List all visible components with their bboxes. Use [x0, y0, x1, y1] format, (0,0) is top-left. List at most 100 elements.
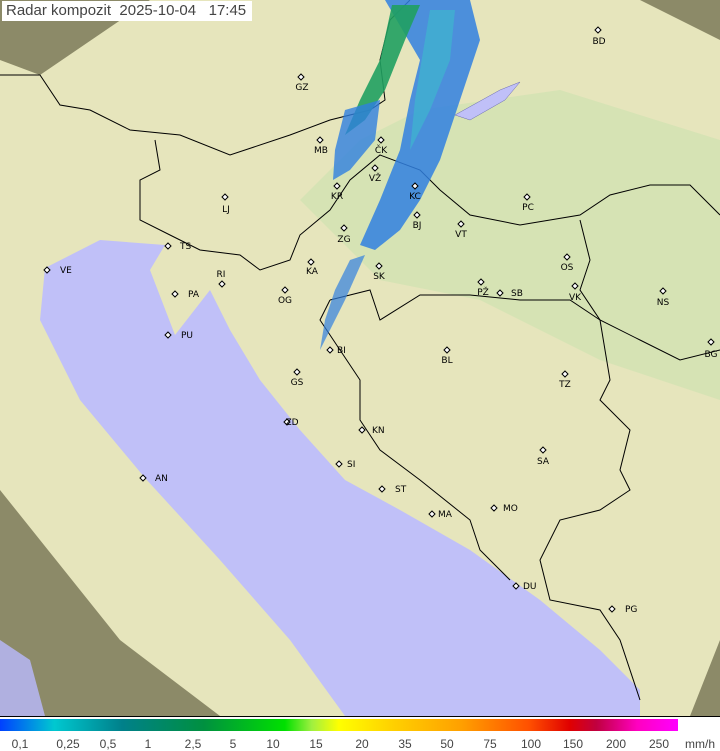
city-marker-icon [371, 164, 379, 172]
city-marker-icon [293, 368, 301, 376]
city-ri: RI [217, 270, 226, 288]
legend-label: 50 [440, 737, 454, 751]
city-bi: BI [326, 346, 346, 356]
city-ts: TS [164, 242, 191, 252]
city-marker-icon [171, 290, 179, 298]
legend-unit: mm/h [685, 737, 715, 751]
city-marker-icon [375, 262, 383, 270]
city-zd: ZD [283, 418, 299, 428]
city-label: KA [306, 267, 319, 277]
city-marker-icon [563, 253, 571, 261]
city-marker-icon [378, 485, 386, 493]
city-bj: BJ [413, 211, 421, 231]
city-marker-icon [218, 280, 226, 288]
city-marker-icon [659, 287, 667, 295]
legend-label: 250 [648, 737, 670, 751]
city-ns: NS [657, 287, 670, 308]
city-label: PU [181, 331, 193, 341]
legend-label: 0,5 [99, 737, 117, 751]
city-mo: MO [490, 504, 518, 514]
city-marker-icon [512, 582, 520, 590]
city-bl: BL [441, 346, 453, 366]
legend-label: 2,5 [184, 737, 202, 751]
city-pu: PU [164, 331, 193, 341]
city-label: OS [561, 263, 574, 273]
city-label: ST [395, 485, 407, 495]
city-pc: PC [522, 193, 534, 213]
city-marker-icon [411, 182, 419, 190]
city-bg: BG [705, 338, 718, 360]
city-marker-icon [281, 286, 289, 294]
city-marker-icon [707, 338, 715, 346]
city-si: SI [335, 460, 355, 470]
city-marker-icon [139, 474, 147, 482]
city-vt: VT [455, 220, 467, 240]
city-marker-icon [326, 346, 334, 354]
city-label: BL [441, 356, 452, 366]
balaton-lake [454, 81, 521, 121]
city-label: LJ [222, 205, 230, 215]
city-marker-icon [539, 446, 547, 454]
city-marker-icon [457, 220, 465, 228]
city-kr: KR [331, 182, 343, 202]
precipitation-legend-bar [0, 719, 678, 731]
city-label: ČK [375, 144, 388, 156]
city-sa: SA [537, 446, 550, 467]
city-label: MB [314, 146, 328, 156]
city-marker-icon [561, 370, 569, 378]
city-label: VT [455, 230, 467, 240]
city-label: SK [373, 272, 386, 282]
city-label: GZ [295, 83, 308, 93]
city-label: NS [657, 298, 670, 308]
legend-label: 20 [355, 737, 369, 751]
city-marker-icon [43, 266, 51, 274]
city-ve: VE [43, 266, 72, 276]
city-label: KC [409, 192, 421, 202]
city-label: PŽ [477, 286, 489, 298]
city-label: TS [179, 242, 191, 252]
city-marker-icon [490, 504, 498, 512]
map-title: Radar kompozit 2025-10-04 17:45 [2, 1, 253, 21]
legend-label: 150 [562, 737, 584, 751]
city-label: SA [537, 457, 550, 467]
sea-corner [0, 640, 45, 716]
legend-label: 35 [398, 737, 412, 751]
city-marker-icon [496, 289, 504, 297]
city-sk: SK [373, 262, 386, 282]
legend-label: 75 [483, 737, 497, 751]
city-os: OS [561, 253, 574, 273]
city-gz: GZ [295, 73, 309, 93]
city-marker-icon [283, 418, 291, 426]
city-label: TZ [558, 380, 571, 390]
radar-map[interactable]: GZ BD MB KR LJ ZG VŽ ČK KC BJ VT PC TS VE RI PA KA SK OG OS… [0, 0, 720, 717]
city-label: PC [522, 203, 534, 213]
city-og: OG [278, 286, 292, 306]
city-ka: KA [306, 258, 319, 277]
city-label: VK [569, 293, 582, 303]
city-label: BG [705, 350, 718, 360]
city-marker-icon [428, 510, 436, 518]
city-label: MA [438, 510, 453, 520]
city-label: SI [347, 460, 355, 470]
legend-label: 0,1 [11, 737, 29, 751]
city-pg: PG [608, 605, 637, 615]
city-label: OG [278, 296, 292, 306]
city-čk: ČK [375, 136, 388, 156]
city-label: KR [331, 192, 343, 202]
city-label: BI [337, 346, 346, 356]
city-marker-icon [297, 73, 305, 81]
legend-label: 1 [144, 737, 152, 751]
city-marker-icon [523, 193, 531, 201]
city-vk: VK [569, 282, 582, 303]
city-label: ZG [337, 235, 350, 245]
city-sb: SB [496, 289, 523, 299]
city-marker-icon [335, 460, 343, 468]
city-label: AN [155, 474, 168, 484]
city-pa: PA [171, 290, 200, 300]
city-bd: BD [592, 26, 606, 47]
city-marker-icon [340, 224, 348, 232]
city-marker-icon [316, 136, 324, 144]
city-label: BD [592, 37, 605, 47]
city-marker-icon [571, 282, 579, 290]
city-du: DU [512, 582, 537, 592]
